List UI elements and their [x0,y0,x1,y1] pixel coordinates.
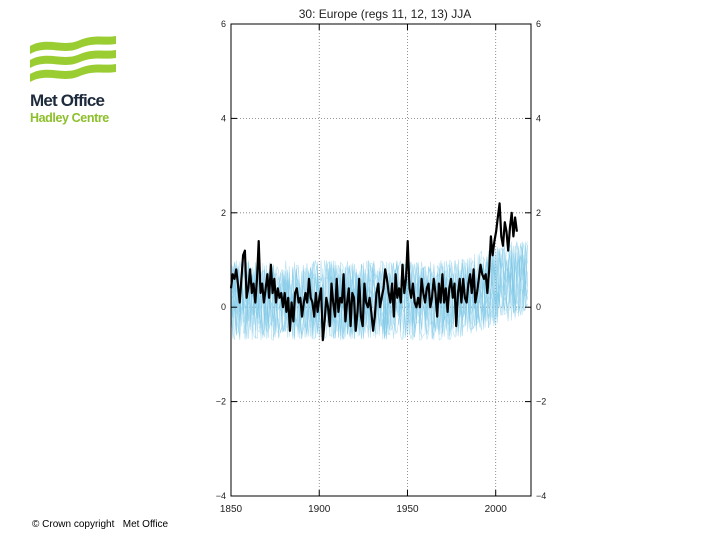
met-office-logo: Met Office Hadley Centre [28,34,123,134]
copyright-text: © Crown copyright Met Office [32,519,169,530]
x-tick-label: 2000 [485,504,508,515]
y-tick-label-right: −2 [536,397,546,407]
x-tick-label: 1900 [308,504,331,515]
logo-text-met-office: Met Office [30,91,105,110]
ensemble-member-line [230,241,528,340]
x-tick-label: 1950 [396,504,419,515]
met-office-wave-logo-icon [30,36,116,82]
chart-title: 30: Europe (regs 11, 12, 13) JJA [299,7,472,21]
y-tick-label-left: 2 [221,208,226,218]
y-tick-labels-right: −4 −2 0 2 4 6 [536,19,546,501]
observed-series-line [229,202,518,342]
y-tick-labels-left: −4 −2 0 2 4 6 [216,19,226,501]
y-tick-label-right: −4 [536,491,546,501]
y-tick-label-left: −4 [216,491,226,501]
y-tick-label-right: 0 [536,302,541,312]
y-tick-label-left: 0 [221,302,226,312]
y-tick-label-right: 2 [536,208,541,218]
y-tick-label-left: 4 [221,113,226,123]
y-tick-label-left: −2 [216,397,226,407]
x-tick-label: 1850 [220,504,243,515]
observed-line [229,202,518,342]
y-tick-label-right: 4 [536,113,541,123]
plot-frame [230,23,532,497]
logo-text-hadley-centre: Hadley Centre [30,111,109,125]
x-tick-labels: 1850 1900 1950 2000 [220,504,507,515]
y-tick-label-right: 6 [536,19,541,29]
chart-grid [230,23,531,497]
chart-axes [230,23,532,497]
y-tick-label-left: 6 [221,19,226,29]
